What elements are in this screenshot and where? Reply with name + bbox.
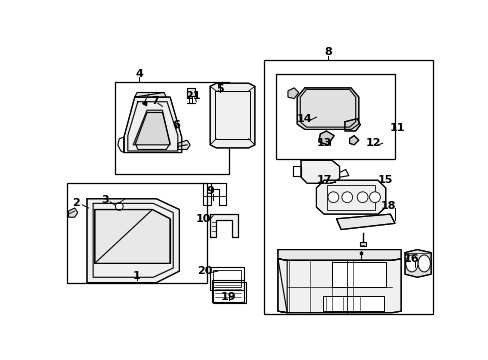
Text: 9: 9 [206,186,214,196]
Polygon shape [210,214,238,237]
Text: 18: 18 [380,202,396,211]
Polygon shape [68,208,78,217]
Text: 6: 6 [172,120,180,130]
Text: 21: 21 [184,91,200,100]
Bar [214,91,250,139]
Polygon shape [210,83,254,148]
Polygon shape [135,93,166,97]
Circle shape [341,192,352,203]
Polygon shape [87,199,179,283]
Polygon shape [359,242,365,247]
Text: 11: 11 [389,123,404,133]
Bar [187,88,194,95]
Polygon shape [301,160,339,183]
Polygon shape [297,88,358,130]
Circle shape [369,192,380,203]
Polygon shape [287,88,298,99]
Polygon shape [133,110,170,145]
Text: 5: 5 [216,84,224,94]
Polygon shape [349,136,358,145]
Polygon shape [277,249,400,260]
Polygon shape [318,131,333,145]
Text: 2: 2 [72,198,80,208]
Bar [275,74,394,159]
Ellipse shape [405,255,417,272]
Bar [213,270,241,287]
Bar [211,280,244,302]
Bar [331,262,385,287]
Circle shape [115,203,123,210]
Bar [67,183,207,283]
Bar [115,82,228,174]
Bar [326,185,374,210]
Text: 20: 20 [197,266,212,276]
Bar [359,242,365,247]
Text: 8: 8 [324,48,331,58]
Polygon shape [391,259,400,313]
Polygon shape [404,249,430,277]
Polygon shape [277,259,286,313]
Circle shape [327,192,338,203]
Polygon shape [178,140,190,149]
Text: 13: 13 [316,138,331,148]
Polygon shape [344,119,360,131]
Polygon shape [277,259,400,313]
Bar [210,266,244,289]
Polygon shape [316,180,385,214]
Bar [322,296,384,311]
Circle shape [357,192,367,203]
Polygon shape [187,88,194,95]
Bar [213,282,245,303]
Text: 17: 17 [316,175,331,185]
Polygon shape [123,97,182,153]
Polygon shape [95,210,170,264]
Text: 4: 4 [135,69,143,79]
Text: 7: 7 [151,96,158,106]
Text: 15: 15 [377,175,393,185]
Text: 3: 3 [101,195,108,205]
Ellipse shape [417,255,429,272]
Text: 1: 1 [133,271,141,281]
Text: 14: 14 [296,114,311,123]
Bar [264,60,432,314]
Polygon shape [336,214,394,230]
Text: 19: 19 [221,292,236,302]
Text: 10: 10 [195,214,210,224]
Text: 16: 16 [403,254,419,264]
Text: 12: 12 [365,138,381,148]
